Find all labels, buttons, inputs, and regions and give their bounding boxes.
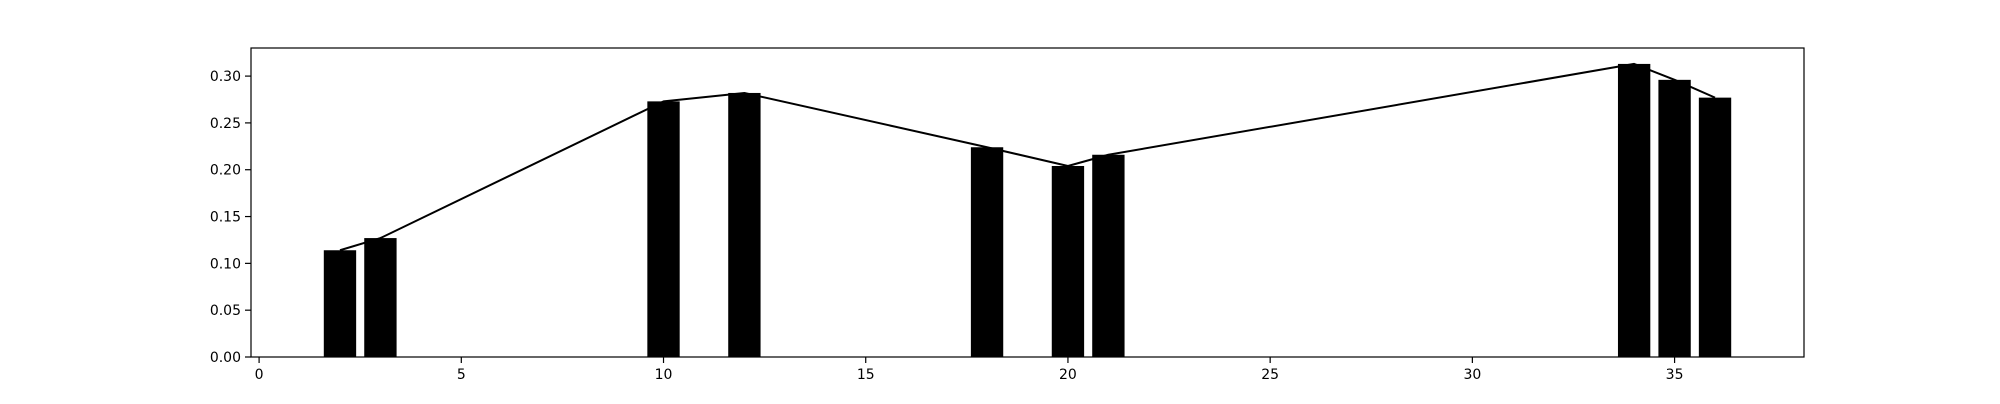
bar-0 (323, 250, 357, 357)
x-tick-label-7: 35 (1666, 367, 1684, 383)
y-tick-label-3: 0.15 (210, 210, 241, 226)
y-tick-label-4: 0.20 (210, 163, 241, 179)
y-tick-label-5: 0.25 (210, 116, 241, 132)
x-tick-label-5: 25 (1261, 367, 1279, 383)
y-tick-label-6: 0.30 (210, 69, 241, 85)
ticks-layer: 0 5 10 15 20 25 30 35 0.00 0.05 0.10 0.15 0.20 0.25 0.… (210, 69, 1684, 383)
bar-4 (970, 147, 1004, 357)
bar-8 (1658, 79, 1691, 357)
x-tick-label-0: 0 (255, 367, 264, 383)
x-tick-label-4: 20 (1059, 367, 1077, 383)
x-tick-label-3: 15 (857, 367, 875, 383)
bar-3 (728, 92, 761, 357)
bar-7 (1617, 63, 1651, 358)
bar-2 (647, 101, 680, 358)
x-tick-label-1: 5 (457, 367, 466, 383)
x-tick-label-6: 30 (1463, 367, 1481, 383)
bar-5 (1051, 165, 1085, 357)
plot-frame (250, 47, 1805, 358)
series-line (339, 62, 1716, 252)
bar-9 (1698, 97, 1732, 357)
y-tick-label-2: 0.10 (210, 256, 241, 272)
line-layer (339, 62, 1716, 252)
bars-layer (323, 63, 1732, 358)
bar-6 (1092, 154, 1125, 357)
x-tick-label-2: 10 (655, 367, 673, 383)
bar-1 (364, 238, 397, 357)
y-tick-label-1: 0.05 (210, 303, 241, 319)
axes-layer (250, 47, 1805, 358)
y-tick-label-0: 0.00 (210, 350, 241, 366)
